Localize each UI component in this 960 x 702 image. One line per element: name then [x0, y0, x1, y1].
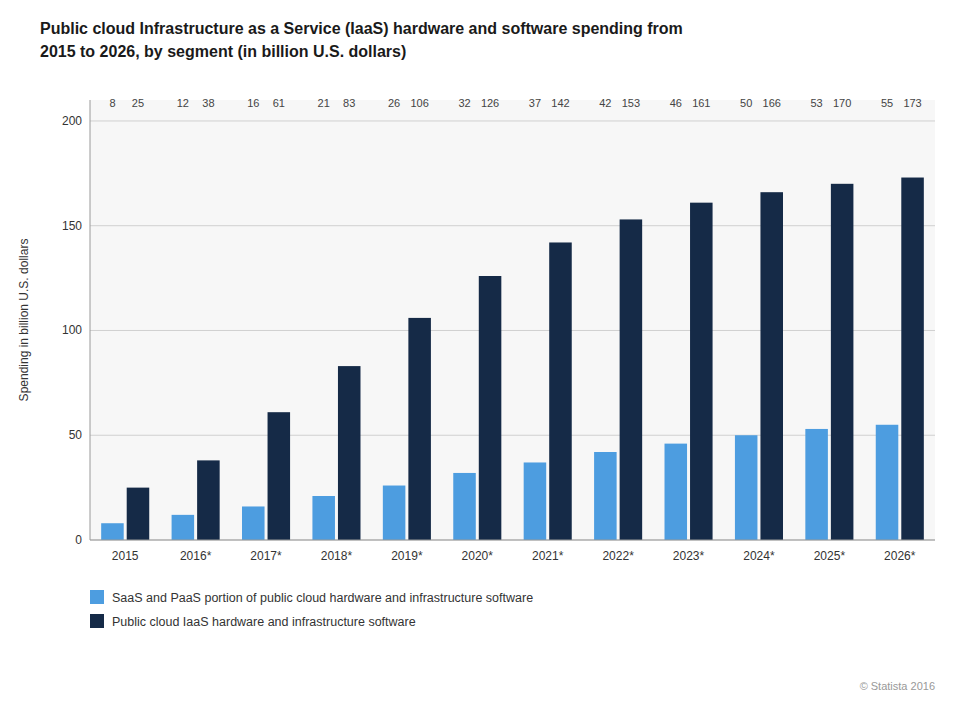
x-tick-label: 2019*: [391, 549, 423, 563]
y-tick-label: 0: [75, 533, 82, 547]
x-tick-label: 2015: [112, 549, 139, 563]
legend-label: Public cloud IaaS hardware and infrastru…: [112, 615, 416, 629]
data-label: 12: [177, 97, 189, 109]
y-axis-line: [90, 100, 91, 540]
bar: [242, 506, 265, 540]
legend-swatch: [90, 590, 104, 604]
bar: [197, 460, 220, 540]
bar: [549, 242, 572, 540]
bar: [479, 276, 502, 540]
data-label: 25: [132, 97, 144, 109]
bar: [876, 425, 899, 540]
data-label: 16: [247, 97, 259, 109]
data-label: 161: [692, 97, 710, 109]
bar: [665, 444, 688, 540]
x-tick-label: 2022*: [602, 549, 634, 563]
plot-background: [90, 100, 935, 540]
bar: [831, 184, 854, 540]
bar: [312, 496, 335, 540]
data-label: 53: [810, 97, 822, 109]
data-label: 55: [881, 97, 893, 109]
data-label: 32: [458, 97, 470, 109]
x-tick-label: 2024*: [743, 549, 775, 563]
x-tick-label: 2025*: [814, 549, 846, 563]
data-label: 126: [481, 97, 499, 109]
bar: [620, 219, 643, 540]
legend-swatch: [90, 614, 104, 628]
x-tick-label: 2018*: [321, 549, 353, 563]
x-tick-label: 2026*: [884, 549, 916, 563]
data-label: 83: [343, 97, 355, 109]
x-tick-label: 2021*: [532, 549, 564, 563]
y-tick-label: 150: [62, 219, 82, 233]
data-label: 46: [670, 97, 682, 109]
bar: [805, 429, 828, 540]
grid: [90, 121, 935, 540]
data-label: 142: [551, 97, 569, 109]
y-axis-label: Spending in billion U.S. dollars: [17, 239, 31, 402]
x-axis-line: [90, 540, 935, 541]
bar: [101, 523, 124, 540]
legend: SaaS and PaaS portion of public cloud ha…: [90, 590, 533, 629]
grid-line: [90, 225, 935, 226]
data-label: 166: [763, 97, 781, 109]
bar: [172, 515, 195, 540]
bars: [101, 178, 924, 540]
bar: [594, 452, 617, 540]
x-tick-label: 2020*: [462, 549, 494, 563]
bar: [524, 462, 547, 540]
x-tick-label: 2023*: [673, 549, 705, 563]
bar: [268, 412, 291, 540]
bar: [453, 473, 476, 540]
grid-line: [90, 330, 935, 331]
bar: [383, 486, 406, 540]
y-tick-label: 200: [62, 114, 82, 128]
x-tick-label: 2016*: [180, 549, 212, 563]
data-label: 8: [109, 97, 115, 109]
bar: [408, 318, 431, 540]
bar: [690, 203, 713, 540]
bar: [901, 178, 924, 540]
chart: Public cloud Infrastructure as a Service…: [0, 0, 960, 702]
y-tick-label: 50: [69, 428, 83, 442]
data-label: 26: [388, 97, 400, 109]
legend-label: SaaS and PaaS portion of public cloud ha…: [112, 591, 533, 605]
bar: [338, 366, 361, 540]
data-label: 21: [318, 97, 330, 109]
data-label: 173: [903, 97, 921, 109]
data-labels: 8 12 16 21 26 32 37 42 46 50 53 55 25 38 61 83 106 126 142…: [109, 97, 921, 109]
subtitle: 2015 to 2026, by segment (in billion U.S…: [40, 43, 406, 60]
data-label: 61: [273, 97, 285, 109]
data-label: 37: [529, 97, 541, 109]
data-label: 42: [599, 97, 611, 109]
x-tick-label: 2017*: [250, 549, 282, 563]
bar: [760, 192, 783, 540]
data-label: 170: [833, 97, 851, 109]
data-label: 50: [740, 97, 752, 109]
grid-line: [90, 540, 935, 541]
annotation: © Statista 2016: [860, 680, 935, 692]
data-label: 38: [202, 97, 214, 109]
bar: [735, 435, 758, 540]
data-label: 153: [622, 97, 640, 109]
y-tick-label: 100: [62, 323, 82, 337]
grid-line: [90, 120, 935, 121]
data-label: 106: [410, 97, 428, 109]
title: Public cloud Infrastructure as a Service…: [40, 20, 683, 37]
bar: [127, 488, 150, 540]
